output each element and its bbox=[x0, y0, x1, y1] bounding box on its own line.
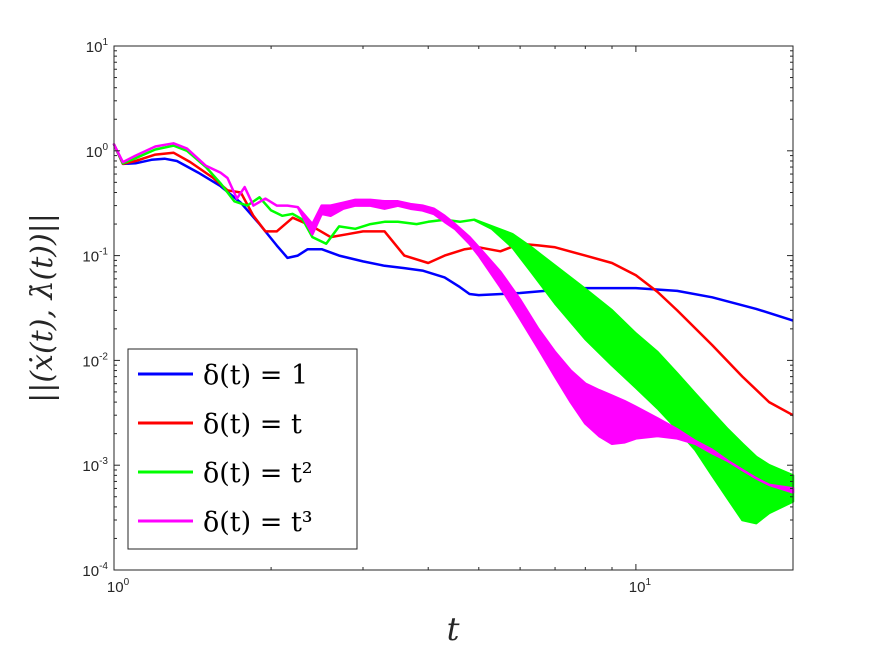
y-tick-label: 101 bbox=[86, 37, 109, 56]
legend-label-4: δ(t) = t³ bbox=[203, 507, 313, 538]
y-tick-label: 10-1 bbox=[82, 247, 108, 266]
legend-label-2: δ(t) = t bbox=[203, 409, 302, 440]
y-tick-label: 10-4 bbox=[82, 561, 108, 580]
legend-box bbox=[127, 348, 358, 550]
y-tick-label: 100 bbox=[86, 142, 109, 161]
legend-label-1: δ(t) = 1 bbox=[203, 360, 308, 391]
y-tick-label: 10-2 bbox=[82, 351, 108, 370]
axes-box bbox=[113, 45, 794, 571]
series-2-line bbox=[112, 143, 794, 417]
legend-label-3: δ(t) = t² bbox=[203, 458, 313, 489]
y-tick-label: 10-3 bbox=[82, 456, 108, 475]
x-tick-label: 101 bbox=[629, 577, 652, 596]
legend: δ(t) = 1 δ(t) = t δ(t) = t² δ(t) = t³ bbox=[127, 348, 358, 550]
x-axis-label: t bbox=[447, 610, 460, 648]
x-tick-label: 100 bbox=[107, 577, 130, 596]
y-axis-label: ||(ẋ(t), λ̇(t))|| bbox=[25, 213, 60, 403]
